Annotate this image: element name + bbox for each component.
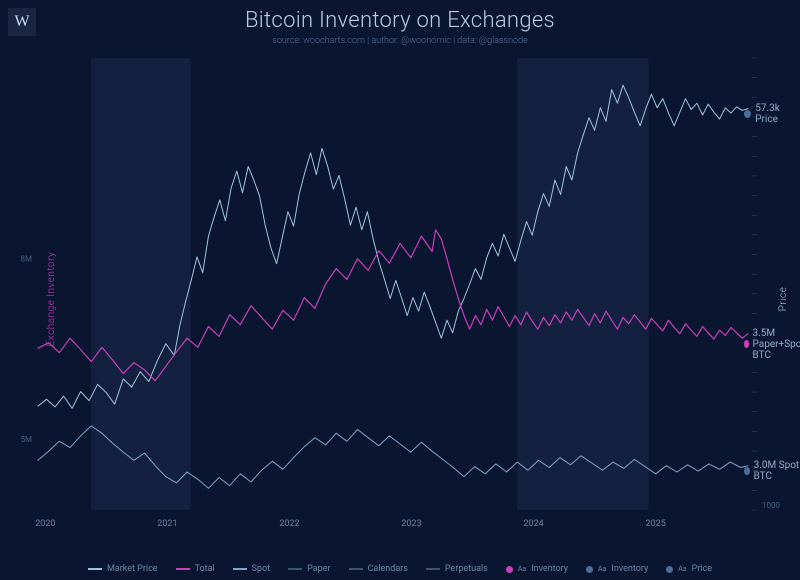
price-end-label: 57.3k Price — [744, 103, 800, 125]
total-end-label: 3.5M Paper+Spot BTC — [744, 328, 800, 361]
legend-item: Calendars — [349, 564, 408, 574]
svg-text:2025: 2025 — [646, 519, 666, 529]
legend-item: Total — [176, 564, 215, 574]
legend-item: Paper — [288, 564, 330, 574]
chart-subtitle: source: woocharts.com | author: @woonomi… — [0, 36, 800, 46]
legend-item: Market Price — [88, 564, 158, 574]
svg-text:2024: 2024 — [523, 519, 543, 529]
svg-text:2022: 2022 — [279, 519, 299, 529]
chart-area: Exchange Inventory Price 202020212022202… — [0, 48, 800, 550]
svg-text:2021: 2021 — [157, 519, 177, 529]
legend-item: Spot — [233, 564, 270, 574]
legend-item: AaInventory — [506, 564, 568, 574]
chart-title: Bitcoin Inventory on Exchanges — [0, 8, 800, 33]
spot-end-label: 3.0M Spot BTC — [744, 460, 800, 482]
svg-text:1000: 1000 — [762, 501, 780, 510]
legend: Market Price Total Spot Paper Calendars Perpe… — [0, 564, 800, 574]
chart-svg: 2020 2021 2022 2023 2024 2025 5M 8M 1000 — [0, 48, 800, 550]
legend-item: AaInventory — [586, 564, 648, 574]
svg-text:2020: 2020 — [35, 519, 55, 529]
legend-item: AaPrice — [666, 564, 712, 574]
svg-text:5M: 5M — [21, 435, 32, 444]
svg-text:8M: 8M — [21, 254, 32, 263]
legend-item: Perpetuals — [426, 564, 488, 574]
svg-text:2023: 2023 — [401, 519, 421, 529]
y-axis-label-right: Price — [778, 287, 789, 312]
y-axis-label-left: Exchange Inventory — [46, 252, 57, 347]
